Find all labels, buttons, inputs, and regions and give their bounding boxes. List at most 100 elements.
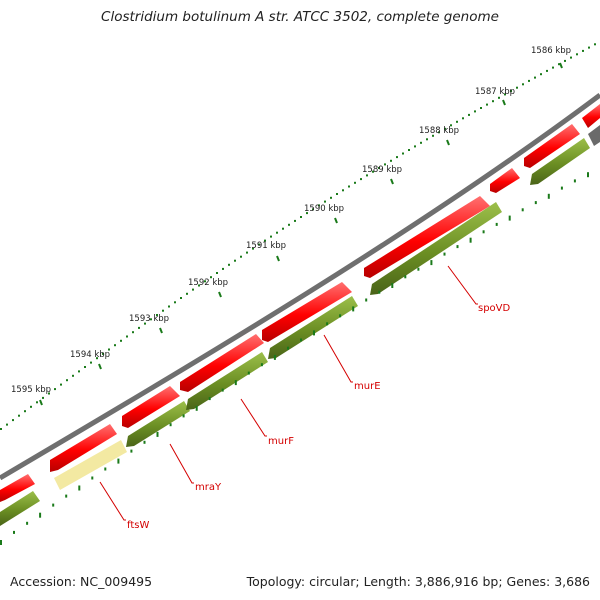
gene-feature[interactable] xyxy=(490,168,520,193)
ruler-dot xyxy=(0,428,2,430)
gene-feature[interactable] xyxy=(582,104,600,128)
gene-feature[interactable] xyxy=(530,138,590,185)
genome-summary: Topology: circular; Length: 3,886,916 bp… xyxy=(246,574,590,589)
lower-ruler-dot xyxy=(339,314,342,318)
ruler-dot xyxy=(570,56,572,59)
forward-genes xyxy=(0,104,600,502)
lower-ruler-dot xyxy=(234,380,237,386)
ruler-dot xyxy=(324,200,326,203)
ruler-dot xyxy=(288,223,290,226)
gene-feature[interactable] xyxy=(370,202,502,295)
gene-feature[interactable] xyxy=(0,474,35,502)
gene-label-spovd[interactable]: spoVD xyxy=(478,303,511,314)
ruler-label: 1595 kbp xyxy=(11,385,51,395)
ruler-tick xyxy=(334,217,338,224)
ruler-dot xyxy=(162,309,164,312)
ruler-dot xyxy=(210,276,212,279)
lower-ruler-dot xyxy=(26,521,29,525)
gene-label-ftsw[interactable]: ftsW xyxy=(127,520,149,531)
lower-ruler-dot xyxy=(430,260,433,266)
ruler-dot xyxy=(84,366,86,368)
ruler-label: 1586 kbp xyxy=(531,46,571,56)
lower-ruler-dot xyxy=(508,215,511,221)
ruler-dot xyxy=(486,103,488,106)
lower-ruler-dot xyxy=(573,179,576,183)
gene-feature[interactable] xyxy=(268,296,358,359)
ruler-dot xyxy=(594,43,596,46)
ruler-tick xyxy=(276,255,280,262)
gene-feature[interactable] xyxy=(180,334,264,392)
gene-label-mray[interactable]: mraY xyxy=(195,482,222,493)
ruler-dot xyxy=(450,124,452,127)
ruler-dot xyxy=(492,100,494,103)
ruler-dot xyxy=(402,152,404,155)
lower-ruler-dot xyxy=(156,431,159,437)
lower-ruler-dot xyxy=(52,503,55,507)
leader-line xyxy=(169,443,194,484)
ruler-dot xyxy=(6,423,8,426)
ruler-dot xyxy=(564,59,566,62)
ruler-tick xyxy=(98,363,102,370)
lower-ruler-dot xyxy=(391,283,394,288)
ruler-dot xyxy=(24,410,26,413)
lower-ruler-dot xyxy=(521,208,524,212)
ruler-dot xyxy=(462,117,464,120)
ruler-dot xyxy=(54,388,56,391)
gene-feature[interactable] xyxy=(0,491,40,526)
ruler-dot xyxy=(390,159,392,162)
ruler-dot xyxy=(396,156,398,159)
ruler-tick xyxy=(159,327,163,334)
ruler-dot xyxy=(546,69,548,72)
ruler-dot xyxy=(456,120,458,123)
ruler-dot xyxy=(300,216,302,218)
ruler-dot xyxy=(72,374,74,377)
ruler-dot xyxy=(420,141,422,144)
ruler-label: 1592 kbp xyxy=(188,278,228,288)
ruler-dot xyxy=(90,361,92,364)
ruler-tick xyxy=(559,62,563,69)
gene-feature[interactable] xyxy=(126,401,190,447)
ruler-dot xyxy=(294,219,296,222)
ruler-dot xyxy=(252,247,254,250)
ruler-dot xyxy=(366,174,368,177)
ruler-label: 1590 kbp xyxy=(304,204,344,214)
gene-label-mure[interactable]: murE xyxy=(354,381,381,392)
ruler-dot xyxy=(432,134,434,137)
gene-feature[interactable] xyxy=(50,424,117,472)
ruler-dot xyxy=(174,301,176,304)
lower-ruler-dot xyxy=(326,322,329,326)
ruler-dot xyxy=(534,76,536,79)
lower-ruler-dot xyxy=(13,530,15,534)
lower-ruler-dot xyxy=(260,363,263,367)
gene-label-murf[interactable]: murF xyxy=(268,436,294,447)
gene-feature[interactable] xyxy=(122,386,180,428)
ruler-dot xyxy=(36,401,38,404)
lower-ruler-dot xyxy=(313,330,315,336)
ruler-dot xyxy=(528,79,530,82)
ruler-major-ticks xyxy=(39,62,563,406)
lower-ruler-dot xyxy=(443,252,446,256)
ruler-dot xyxy=(540,73,542,76)
ruler-dot xyxy=(378,167,380,169)
accession-label: Accession: NC_009495 xyxy=(10,574,153,589)
ruler-dot xyxy=(348,185,350,188)
ruler-dot xyxy=(306,212,308,215)
pseudo-gene-feature[interactable] xyxy=(54,440,127,490)
gene-feature[interactable] xyxy=(186,352,268,410)
ruler-dot xyxy=(414,145,416,148)
ruler-dot xyxy=(438,131,440,134)
ruler-dot xyxy=(234,259,236,262)
lower-ruler-dot xyxy=(0,540,2,545)
ruler-tick xyxy=(218,291,222,298)
ruler-dot xyxy=(558,63,560,66)
ruler-dot xyxy=(126,335,128,338)
ruler-dot xyxy=(276,231,278,234)
ruler-dot xyxy=(180,297,182,299)
ruler-minor-ticks xyxy=(0,43,596,430)
gene-feature[interactable] xyxy=(262,282,352,342)
lower-ruler-dot xyxy=(547,193,550,199)
gene-feature[interactable] xyxy=(524,124,580,168)
ruler-dot xyxy=(192,288,194,291)
gene-feature[interactable] xyxy=(588,125,600,146)
gene-feature[interactable] xyxy=(364,196,490,278)
